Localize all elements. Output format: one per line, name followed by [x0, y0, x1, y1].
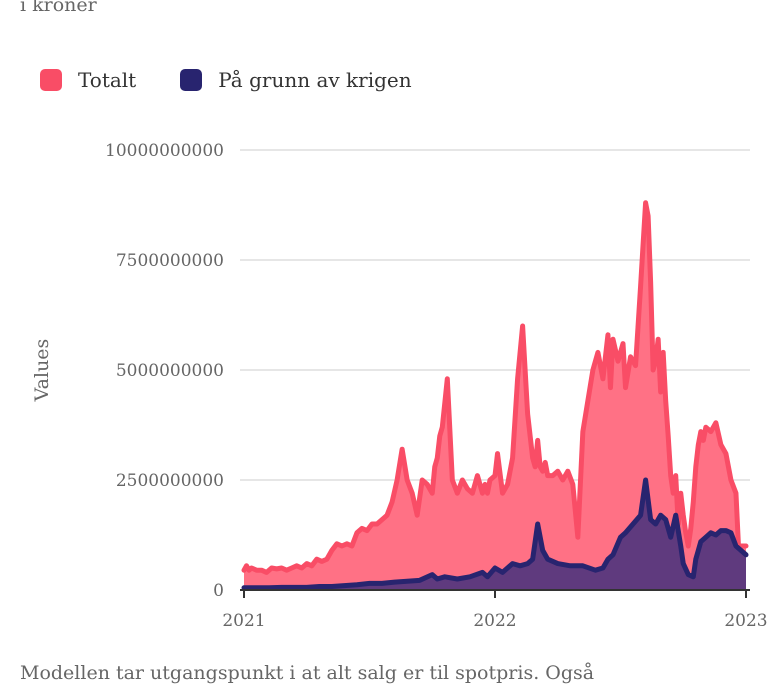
legend-item-war[interactable]: På grunn av krigen [180, 68, 412, 92]
y-tick-label: 7500000000 [116, 251, 224, 271]
series-area-1 [244, 480, 746, 590]
y-axis-title: Values [31, 339, 53, 403]
legend: Totalt På grunn av krigen [40, 68, 412, 92]
x-tick-label: 2023 [724, 611, 767, 631]
series-area-0 [244, 202, 746, 591]
y-tick-label: 5000000000 [116, 361, 224, 381]
y-tick-label: 2500000000 [116, 471, 224, 491]
legend-swatch-total [40, 69, 62, 91]
chart-subtitle: i kroner [20, 0, 97, 16]
series-line-1 [241, 477, 749, 591]
y-tick-label: 10000000000 [105, 141, 224, 161]
footnote: Modellen tar utgangspunkt i at alt salg … [20, 662, 595, 684]
y-tick-label: 0 [213, 581, 224, 601]
legend-label-war: På grunn av krigen [218, 68, 412, 92]
x-tick-label: 2021 [222, 611, 265, 631]
legend-swatch-war [180, 69, 203, 91]
legend-label-total: Totalt [78, 68, 137, 92]
legend-item-total[interactable]: Totalt [40, 68, 136, 92]
series-line-0 [241, 200, 749, 575]
x-tick-label: 2022 [473, 611, 516, 631]
